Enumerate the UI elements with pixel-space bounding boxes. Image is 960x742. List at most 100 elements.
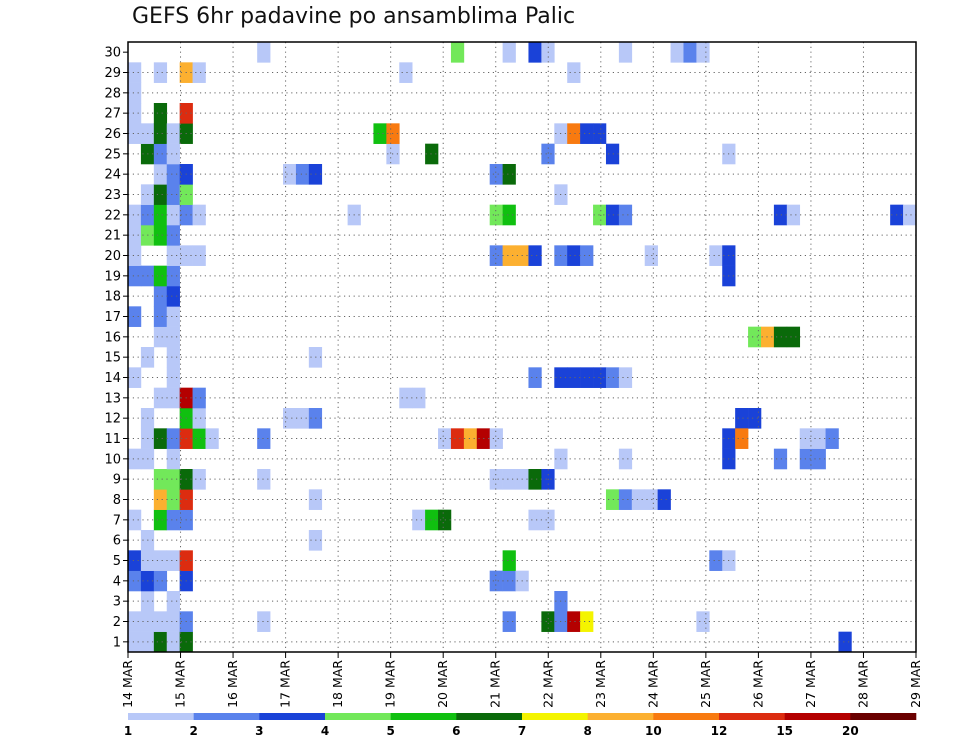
heatmap-cell — [166, 123, 180, 144]
heatmap-cell — [283, 164, 297, 185]
colorbar-label: 3 — [255, 724, 263, 738]
heatmap-cell — [257, 42, 271, 63]
heatmap-cell — [735, 428, 749, 449]
heatmap-cell — [580, 367, 594, 388]
heatmap-cell — [502, 570, 516, 592]
y-tick-label: 18 — [104, 290, 121, 305]
heatmap-cell — [153, 489, 168, 510]
y-tick-label: 6 — [113, 534, 121, 549]
y-tick-label: 4 — [113, 574, 121, 589]
colorbar-label: 10 — [645, 724, 662, 738]
heatmap-cell — [696, 42, 710, 63]
heatmap-cell — [128, 611, 142, 632]
heatmap-cell — [541, 611, 555, 632]
chart-title: GEFS 6hr padavine po ansamblima Palic — [132, 4, 576, 29]
heatmap-cell — [166, 326, 180, 348]
x-tick-label: 28 MAR — [855, 660, 870, 708]
heatmap-cell — [489, 428, 503, 449]
x-tick-label: 15 MAR — [173, 660, 188, 708]
heatmap-cell — [295, 164, 310, 185]
y-tick-label: 10 — [104, 452, 121, 467]
heatmap-cell — [166, 387, 180, 409]
heatmap-cell — [128, 204, 142, 226]
heatmap-cell — [670, 42, 684, 63]
heatmap-cell — [825, 428, 839, 449]
heatmap-cell — [153, 550, 168, 571]
heatmap-cell — [166, 509, 180, 531]
heatmap-cell — [128, 265, 142, 287]
colorbar-label: 4 — [321, 724, 329, 738]
heatmap-cell — [128, 509, 142, 531]
heatmap-cell — [153, 164, 168, 185]
heatmap-cell — [528, 469, 542, 490]
colorbar-swatch — [719, 713, 785, 720]
heatmap-cell — [838, 631, 852, 653]
heatmap-cell — [257, 469, 271, 490]
heatmap-cell — [631, 489, 646, 510]
heatmap-cell — [153, 570, 168, 592]
heatmap-cell — [528, 509, 542, 531]
heatmap-cell — [605, 367, 620, 388]
heatmap-cell — [735, 408, 749, 429]
heatmap-cell — [205, 428, 219, 449]
heatmap-cell — [166, 591, 180, 612]
y-tick-label: 29 — [104, 66, 121, 81]
colorbar-swatch — [128, 713, 194, 720]
heatmap-cell — [618, 42, 633, 63]
heatmap-cell — [502, 42, 516, 63]
heatmap-cell — [166, 489, 180, 510]
colorbar-swatch — [325, 713, 391, 720]
heatmap-cell — [166, 265, 180, 287]
colorbar-swatch — [587, 713, 654, 720]
heatmap-cell — [192, 469, 206, 490]
heatmap-cell — [153, 286, 168, 307]
y-tick-label: 22 — [104, 208, 121, 223]
heatmap-cell — [166, 428, 180, 449]
y-tick-label: 17 — [104, 310, 121, 325]
y-tick-label: 9 — [113, 473, 121, 488]
heatmap-cell — [683, 42, 697, 63]
heatmap-cell — [166, 184, 180, 205]
heatmap-cell — [166, 204, 180, 226]
heatmap-cell — [153, 428, 168, 449]
heatmap-cell — [257, 611, 271, 632]
heatmap-cell — [580, 611, 594, 632]
heatmap-cell — [657, 489, 671, 510]
heatmap-cell — [128, 448, 142, 470]
y-tick-label: 2 — [113, 615, 121, 630]
heatmap-cell — [128, 306, 142, 327]
heatmap-cell — [153, 204, 168, 226]
y-tick-label: 26 — [104, 127, 121, 142]
colorbar-swatch — [193, 713, 260, 720]
colorbar-label: 20 — [842, 724, 859, 738]
heatmap-cell — [748, 326, 762, 348]
y-tick-label: 24 — [104, 168, 121, 183]
colorbar: 1 2 3 4 5 6 7 8 10 12 15 20 — [124, 713, 917, 738]
y-tick-label: 30 — [104, 46, 121, 61]
heatmap-cell — [128, 123, 142, 144]
y-tick-label: 12 — [104, 412, 121, 427]
heatmap-cell — [541, 143, 555, 165]
heatmap-cell — [153, 265, 168, 287]
heatmap-cell — [773, 448, 788, 470]
heatmap-cell — [166, 347, 180, 368]
heatmap-cell — [399, 387, 413, 409]
y-axis: 1234567891011121314151617181920212223242… — [104, 46, 128, 650]
colorbar-label: 6 — [452, 724, 460, 738]
heatmap-cell — [502, 611, 516, 632]
heatmap-cell — [709, 550, 723, 571]
heatmap-cell — [166, 164, 180, 185]
heatmap-cell — [618, 448, 633, 470]
heatmap-cell — [463, 428, 478, 449]
heatmap-cell — [153, 611, 168, 632]
colorbar-label: 1 — [124, 724, 132, 738]
y-tick-label: 19 — [104, 269, 121, 284]
heatmap-cell — [799, 448, 813, 470]
heatmap-cell — [192, 204, 206, 226]
heatmap-cell — [567, 245, 581, 266]
heatmap-cell — [153, 123, 168, 144]
heatmap-cell — [618, 204, 633, 226]
heatmap-cell — [412, 509, 426, 531]
heatmap-cell — [128, 225, 142, 246]
